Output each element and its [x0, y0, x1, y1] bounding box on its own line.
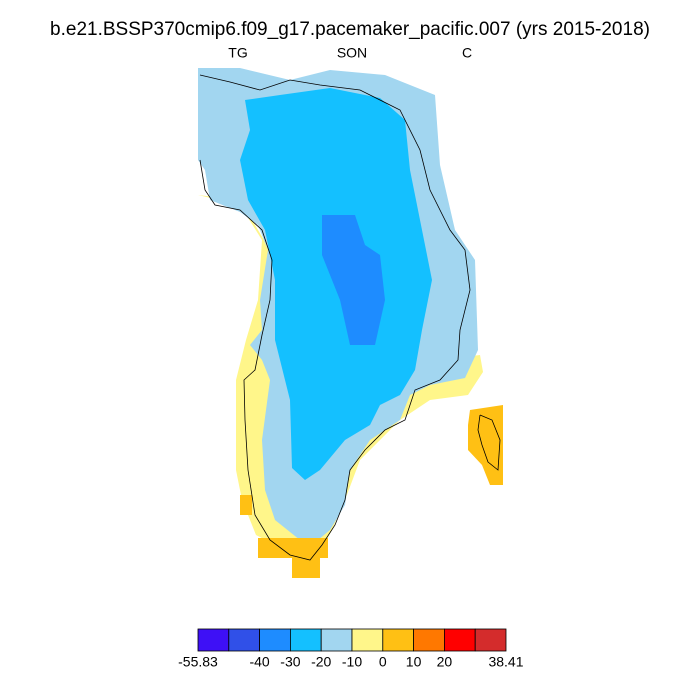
- colorbar-label: -40: [249, 654, 269, 670]
- colorbar-box: [197, 628, 230, 652]
- colorbar-label: -55.83: [178, 654, 218, 670]
- colorbar-box: [413, 628, 445, 652]
- colorbar-box: [382, 628, 414, 652]
- colorbar-label: 0: [379, 654, 387, 670]
- coastline: [477, 414, 501, 471]
- colorbar-box: [289, 628, 322, 652]
- colorbar-label: 10: [406, 654, 422, 670]
- greenland-field: [198, 68, 503, 578]
- colorbar-box: [443, 628, 476, 652]
- colorbar-box: [228, 628, 261, 652]
- title: b.e21.BSSP370cmip6.f09_g17.pacemaker_pac…: [50, 19, 650, 40]
- coastline: [199, 74, 471, 561]
- colorbar: -55.83 -40 -30 -20 -10 0 10 20 38.41: [178, 628, 524, 670]
- colorbar-label: -30: [280, 654, 300, 670]
- field-region: [322, 215, 385, 345]
- center-label: SON: [337, 45, 367, 61]
- colorbar-box: [351, 628, 384, 652]
- colorbar-box: [259, 628, 291, 652]
- field-region: [240, 495, 252, 515]
- colorbar-label: 20: [437, 654, 453, 670]
- field-region: [292, 556, 320, 578]
- right-label: C: [462, 45, 472, 61]
- colorbar-label: -10: [342, 654, 362, 670]
- left-label: TG: [228, 45, 247, 61]
- colorbar-box: [474, 628, 507, 652]
- colorbar-box: [320, 628, 353, 652]
- colorbar-label: -20: [311, 654, 331, 670]
- colorbar-label: 38.41: [488, 654, 523, 670]
- field-region: [258, 538, 328, 558]
